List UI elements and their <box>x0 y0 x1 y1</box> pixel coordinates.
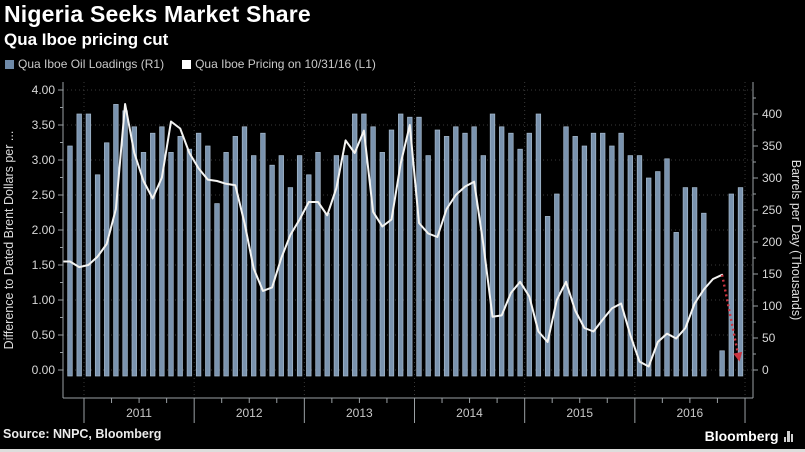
svg-text:100: 100 <box>762 299 782 313</box>
svg-text:1.00: 1.00 <box>32 293 56 307</box>
svg-text:2012: 2012 <box>236 406 263 420</box>
right-axis-title: Barrels per Day (Thousands) <box>789 160 803 320</box>
svg-text:400: 400 <box>762 107 782 121</box>
price-cut-arrow <box>720 274 743 362</box>
legend-item-loadings[interactable]: Qua Iboe Oil Loadings (R1) <box>5 57 164 71</box>
svg-text:2016: 2016 <box>676 406 703 420</box>
svg-text:2014: 2014 <box>456 406 483 420</box>
axis-tick-labels: 0.00 0.50 1.00 1.50 2.00 2.50 3.00 3.50 4.00 0 50 1… <box>32 83 783 420</box>
svg-text:250: 250 <box>762 203 782 217</box>
bloomberg-logo-text: Bloomberg <box>704 428 779 444</box>
page-title: Nigeria Seeks Market Share <box>4 1 311 27</box>
axes <box>58 82 758 423</box>
svg-text:0.00: 0.00 <box>32 363 56 377</box>
chart-subtitle: Qua Iboe pricing cut <box>4 30 169 49</box>
pricing-swatch-icon <box>182 59 192 69</box>
bottom-edge-strip <box>0 449 805 452</box>
svg-text:2011: 2011 <box>126 406 152 420</box>
bloomberg-logo: Bloomberg <box>705 428 793 444</box>
svg-text:300: 300 <box>762 171 782 185</box>
bloomberg-chart-icon <box>783 430 793 442</box>
svg-text:1.50: 1.50 <box>32 258 56 272</box>
left-axis-title: Difference to Dated Brent Dollars per ..… <box>2 131 16 350</box>
legend-label-loadings: Qua Iboe Oil Loadings (R1) <box>18 57 165 71</box>
svg-text:4.00: 4.00 <box>32 83 56 97</box>
svg-text:2.50: 2.50 <box>32 188 56 202</box>
svg-text:2.00: 2.00 <box>32 223 56 237</box>
legend-label-pricing: Qua Iboe Pricing on 10/31/16 (L1) <box>195 57 376 71</box>
svg-text:2015: 2015 <box>566 406 593 420</box>
loadings-swatch-icon <box>5 59 14 69</box>
legend-item-pricing[interactable]: Qua Iboe Pricing on 10/31/16 (L1) <box>182 57 376 71</box>
pricing-line <box>63 103 724 368</box>
svg-text:0: 0 <box>762 363 769 377</box>
svg-text:200: 200 <box>762 235 782 249</box>
svg-text:350: 350 <box>762 139 782 153</box>
source-note: Source: NNPC, Bloomberg <box>3 427 162 441</box>
loadings-bars <box>67 104 744 377</box>
svg-text:50: 50 <box>762 331 776 345</box>
svg-text:0.50: 0.50 <box>32 328 56 342</box>
svg-text:3.00: 3.00 <box>32 153 56 167</box>
svg-text:150: 150 <box>762 267 782 281</box>
svg-text:2013: 2013 <box>346 406 373 420</box>
legend: Qua Iboe Oil Loadings (R1) Qua Iboe Pric… <box>5 57 376 71</box>
svg-text:3.50: 3.50 <box>32 118 56 132</box>
